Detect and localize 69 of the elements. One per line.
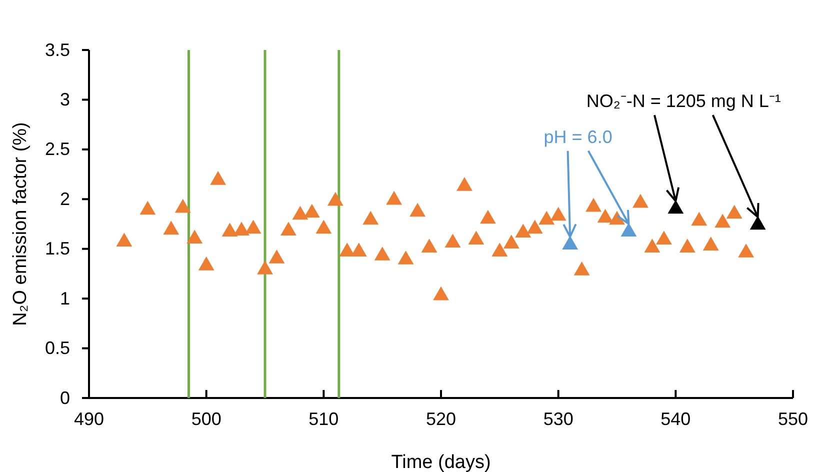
y-tick-label: 0 [60, 388, 70, 408]
point [116, 232, 132, 246]
point [186, 230, 203, 244]
x-tick-label: 540 [660, 408, 691, 429]
y-tick-label: 2.5 [44, 139, 70, 160]
point [433, 286, 449, 300]
annotation: pH = 6.0 [544, 126, 612, 147]
point [386, 190, 402, 205]
point [222, 222, 238, 237]
point [140, 200, 156, 215]
point [738, 244, 754, 258]
point [586, 198, 602, 212]
point [210, 171, 226, 185]
y-tick-label: 1 [60, 288, 70, 308]
point [234, 222, 250, 236]
point [679, 238, 696, 252]
point [691, 212, 708, 226]
point [374, 246, 390, 260]
x-axis-title: Time (days) [391, 452, 491, 472]
point [597, 208, 614, 223]
point [268, 250, 285, 264]
point [444, 234, 461, 248]
y-tick-label: 3 [60, 89, 70, 110]
point [668, 200, 684, 214]
point [562, 236, 578, 250]
y-tick-label: 3.5 [44, 40, 70, 60]
y-tick-label: 0.5 [44, 338, 70, 358]
point [456, 177, 472, 191]
point [726, 204, 742, 219]
y-tick-label: 1.5 [44, 238, 70, 259]
point [632, 194, 648, 208]
point [362, 210, 379, 225]
point [574, 262, 590, 276]
x-tick-label: 550 [778, 408, 808, 429]
point [327, 192, 344, 206]
point [503, 234, 520, 248]
point [280, 222, 296, 236]
x-tick-label: 530 [543, 408, 574, 429]
point [245, 220, 262, 234]
point [468, 230, 484, 245]
point [714, 214, 731, 228]
point [492, 242, 508, 256]
point [257, 260, 273, 274]
annotation: NO₂⁻-N = 1205 mg N L⁻¹ [586, 91, 781, 112]
point [304, 204, 320, 218]
point [515, 224, 532, 238]
y-tick-label: 2 [60, 188, 70, 209]
point [480, 210, 496, 224]
point [526, 220, 543, 234]
point [316, 220, 332, 234]
point [198, 256, 214, 270]
point [538, 210, 555, 225]
point [702, 236, 719, 250]
point [398, 250, 414, 264]
x-tick-label: 500 [191, 408, 222, 429]
point [174, 198, 191, 213]
x-tick-label: 520 [426, 408, 456, 429]
point [421, 238, 438, 252]
point [656, 230, 672, 245]
point [410, 202, 426, 217]
point [550, 206, 566, 221]
point [292, 206, 308, 220]
x-tick-label: 510 [308, 408, 339, 429]
point [644, 238, 660, 252]
point [163, 220, 180, 235]
point [750, 216, 766, 230]
y-axis-title: N₂O emission factor (%) [10, 122, 31, 326]
x-tick-label: 490 [74, 408, 104, 429]
point [620, 222, 637, 237]
